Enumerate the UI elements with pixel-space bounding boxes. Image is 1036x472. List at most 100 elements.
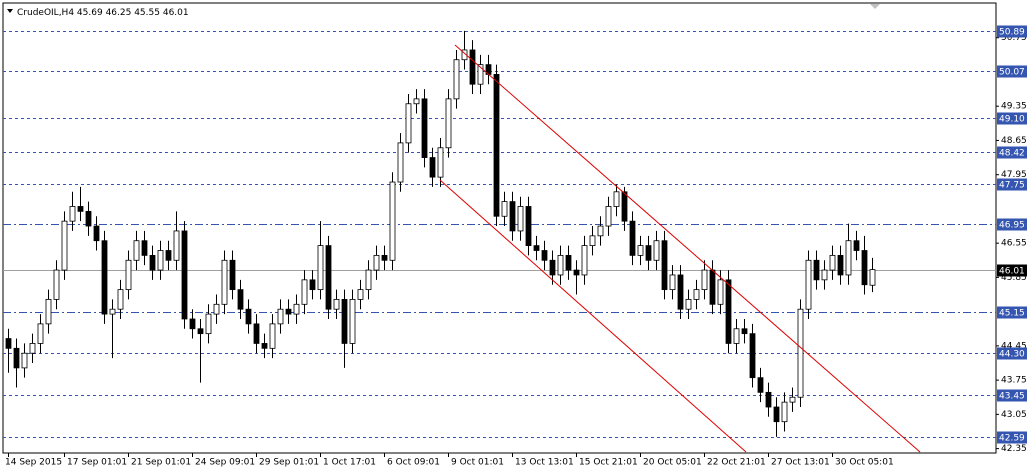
y-tick-label: 44.45	[1001, 341, 1027, 351]
candle-body	[525, 206, 532, 247]
level-label-bg	[997, 112, 1027, 125]
candle-body	[437, 147, 444, 178]
y-tick-label: 43.05	[1001, 410, 1027, 420]
x-tick-label: 14 Sep 2015	[5, 458, 62, 468]
shift-marker	[870, 4, 880, 9]
header-close: 46.01	[163, 8, 189, 18]
candle-body	[749, 333, 756, 379]
level-label-bg	[997, 146, 1027, 159]
level-label: 49.10	[999, 115, 1025, 125]
y-tick-label: 42.35	[1001, 444, 1027, 454]
x-tick-label: 29 Sep 01:01	[259, 458, 319, 468]
candle-body	[197, 328, 204, 335]
candle-body	[429, 157, 436, 178]
chart-header: CrudeOIL,H4 45.69 46.25 45.55 46.01	[17, 8, 189, 18]
y-tick-label: 43.75	[1001, 376, 1027, 386]
last-price-label: 46.01	[999, 267, 1025, 277]
level-label: 48.42	[999, 149, 1025, 159]
level-label-bg	[997, 25, 1027, 38]
candle-body	[797, 308, 804, 398]
candle-body	[253, 323, 260, 344]
candle-body	[693, 289, 700, 300]
candle-body	[621, 191, 628, 222]
candle-body	[341, 299, 348, 344]
y-tick-label: 49.35	[1001, 102, 1027, 112]
level-label-bg	[997, 389, 1027, 402]
candle-body	[85, 210, 92, 227]
candle-body	[245, 308, 252, 325]
candle-body	[141, 240, 148, 256]
x-tick-label: 24 Sep 09:01	[195, 458, 255, 468]
x-tick-label: 20 Oct 05:01	[643, 458, 702, 468]
candle-body	[109, 308, 116, 315]
candle-body	[285, 308, 292, 315]
candle-body	[317, 245, 324, 291]
candle-body	[413, 98, 420, 105]
candle-body	[477, 64, 484, 85]
candle-body	[301, 279, 308, 305]
candle-body	[5, 338, 12, 349]
x-tick-label: 27 Oct 13:01	[771, 458, 830, 468]
y-tick-label: 47.95	[1001, 170, 1027, 180]
x-tick-label: 30 Oct 05:01	[835, 458, 894, 468]
candle-body	[165, 250, 172, 261]
x-tick-label: 21 Sep 01:01	[131, 458, 191, 468]
candle-body	[581, 245, 588, 276]
candle-body	[765, 391, 772, 408]
candle-body	[869, 269, 876, 286]
x-tick-label: 17 Sep 01:01	[67, 458, 127, 468]
candle-body	[269, 323, 276, 349]
candle-body	[773, 406, 780, 423]
y-tick-label: 50.75	[1001, 33, 1027, 43]
x-tick-label: 9 Oct 01:01	[451, 458, 504, 468]
candle-body	[101, 240, 108, 315]
candle-body	[117, 289, 124, 310]
candle-body	[733, 328, 740, 344]
candle-body	[653, 240, 660, 261]
candle-body	[789, 396, 796, 403]
candle-body	[221, 259, 228, 305]
candle-body	[501, 201, 508, 217]
candle-body	[613, 191, 620, 207]
header-high: 46.25	[106, 8, 132, 18]
collapse-icon[interactable]	[7, 9, 13, 13]
candle-body	[93, 225, 100, 242]
x-tick-label: 15 Oct 21:01	[579, 458, 638, 468]
candle-body	[13, 347, 20, 369]
candle-body	[741, 328, 748, 335]
channel-upper	[454, 44, 921, 453]
candle-body	[861, 250, 868, 286]
level-label: 46.95	[999, 221, 1025, 231]
candle-body	[645, 245, 652, 261]
candle-body	[725, 279, 732, 344]
last-price-bg	[997, 264, 1027, 277]
candle-body	[325, 245, 332, 310]
candle-body	[509, 201, 516, 232]
candle-body	[389, 181, 396, 261]
candle-body	[157, 250, 164, 271]
candle-body	[45, 299, 52, 325]
candle-body	[53, 269, 60, 300]
candle-body	[573, 269, 580, 276]
candle-body	[277, 308, 284, 325]
candle-body	[533, 245, 540, 251]
candle-body	[229, 259, 236, 291]
candle-body	[261, 343, 268, 349]
labels: 50.75 49.35 48.65 47.95 46.55 45.85 44.45 43.75…	[5, 25, 1027, 468]
candle-body	[541, 250, 548, 261]
candle-body	[213, 303, 220, 315]
candle-body	[181, 230, 188, 320]
candle-body	[69, 206, 76, 222]
level-label: 44.30	[999, 350, 1025, 360]
candle-body	[293, 303, 300, 315]
level-label: 50.07	[999, 68, 1025, 78]
candle-body	[597, 225, 604, 237]
candle-body	[173, 230, 180, 261]
candle-body	[125, 259, 132, 291]
header-low: 45.55	[134, 8, 160, 18]
level-label-bg	[997, 178, 1027, 191]
candle-body	[717, 279, 724, 305]
x-tick-label: 1 Oct 17:01	[323, 458, 376, 468]
header-open: 45.69	[77, 8, 103, 18]
